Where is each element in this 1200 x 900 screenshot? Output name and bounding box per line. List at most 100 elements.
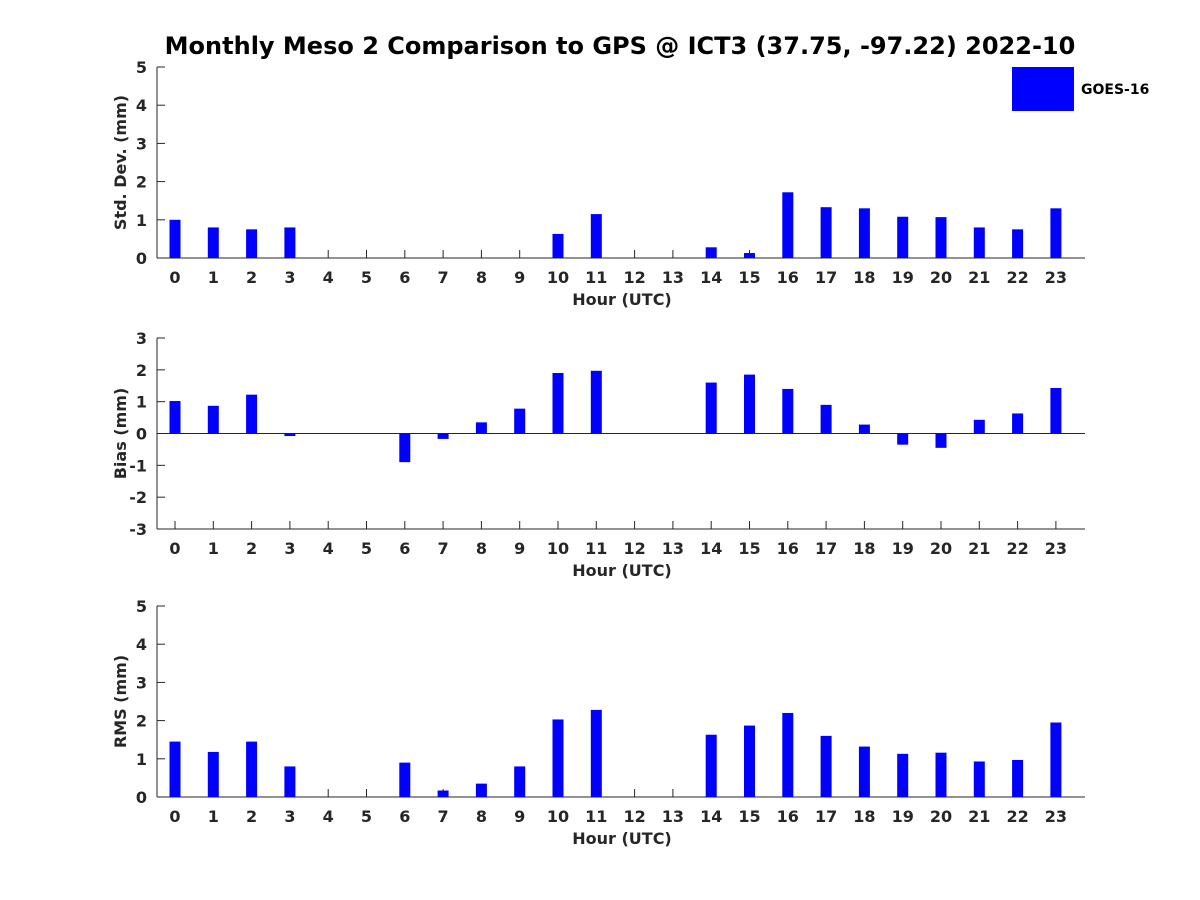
bar-hour-20 [935,433,947,448]
bar-hour-15 [744,725,755,797]
bar-hour-11 [590,709,602,797]
bar-hour-19 [897,433,909,445]
bar-hour-18 [858,424,870,434]
bar-hour-19 [897,753,909,797]
y-tick-label: 3 [136,134,147,153]
bar-hour-2 [246,229,258,258]
x-tick-label: 4 [323,807,334,826]
bar-hour-8 [475,783,487,797]
x-tick-label: 4 [323,268,334,287]
x-tick-label: 6 [399,807,410,826]
x-tick-label: 8 [476,268,487,287]
x-tick-label: 6 [399,539,410,558]
y-tick-label: 1 [136,211,147,230]
bar-hour-3 [284,227,296,258]
bar-hour-23 [1050,722,1062,797]
x-tick-label: 2 [246,807,257,826]
x-tick-label: 20 [930,268,952,287]
bar-hour-1 [207,227,219,258]
y-axis-label: Std. Dev. (mm) [111,95,130,230]
x-tick-label: 15 [738,539,760,558]
x-tick-label: 0 [169,807,180,826]
x-tick-label: 10 [547,539,569,558]
bar-hour-22 [1012,229,1024,258]
bar-hour-7 [437,790,449,797]
bar-hour-16 [782,192,794,258]
x-tick-label: 9 [514,268,525,287]
bar-hour-8 [475,422,487,434]
bar-hour-0 [169,219,181,258]
x-tick-label: 2 [246,539,257,558]
bar-hour-9 [514,766,526,797]
y-tick-label: 0 [136,249,147,268]
y-tick-label: 4 [136,635,147,654]
x-tick-label: 3 [284,539,295,558]
bar-hour-18 [858,746,870,797]
x-tick-label: 11 [585,807,607,826]
y-tick-label: -1 [129,456,147,475]
x-tick-label: 1 [208,807,219,826]
bar-hour-19 [897,216,909,258]
legend-swatch [1012,67,1074,111]
bar-hour-11 [590,370,602,434]
x-tick-label: 7 [438,268,449,287]
bar-hour-1 [207,405,219,434]
x-tick-label: 6 [399,268,410,287]
y-tick-label: 2 [136,361,147,380]
x-tick-label: 5 [361,539,372,558]
bar-hour-6 [399,433,411,463]
bar-hour-0 [169,401,181,434]
y-tick-label: 1 [136,393,147,412]
bar-hour-18 [858,208,870,258]
x-tick-label: 8 [476,539,487,558]
x-tick-label: 1 [208,268,219,287]
x-tick-label: 9 [514,807,525,826]
x-tick-label: 20 [930,539,952,558]
x-tick-label: 7 [438,539,449,558]
x-tick-label: 12 [623,807,645,826]
bar-hour-1 [207,751,219,797]
x-tick-label: 18 [853,539,875,558]
x-tick-label: 19 [892,807,914,826]
x-tick-label: 15 [738,807,760,826]
x-tick-label: 13 [662,807,684,826]
bar-hour-23 [1050,387,1062,434]
bar-hour-21 [973,227,985,258]
bar-hour-10 [552,233,564,258]
bar-hour-20 [935,217,947,258]
x-tick-label: 5 [361,807,372,826]
x-tick-label: 10 [547,268,569,287]
y-tick-label: 2 [136,173,147,192]
x-tick-label: 21 [968,539,990,558]
bar-hour-16 [782,712,794,797]
x-tick-label: 9 [514,539,525,558]
x-tick-label: 18 [853,268,875,287]
bar-hour-3 [284,433,296,437]
y-tick-label: 5 [136,58,147,77]
x-tick-label: 12 [623,268,645,287]
x-tick-label: 10 [547,807,569,826]
x-tick-label: 0 [169,268,180,287]
bar-hour-9 [514,408,526,434]
x-tick-label: 18 [853,807,875,826]
x-tick-label: 17 [815,268,837,287]
y-tick-label: 0 [136,425,147,444]
chart-title: Monthly Meso 2 Comparison to GPS @ ICT3 … [165,32,1076,60]
x-tick-label: 22 [1006,807,1028,826]
x-tick-label: 4 [323,539,334,558]
x-tick-label: 16 [777,268,799,287]
x-tick-label: 5 [361,268,372,287]
legend-label: GOES-16 [1081,82,1149,98]
x-tick-label: 22 [1006,268,1028,287]
bar-hour-2 [246,741,258,797]
x-tick-label: 23 [1045,268,1067,287]
x-tick-label: 17 [815,539,837,558]
x-tick-label: 13 [662,268,684,287]
y-tick-label: -3 [129,520,147,539]
x-tick-label: 17 [815,807,837,826]
y-tick-label: -2 [129,488,147,507]
x-axis-label: Hour (UTC) [572,561,672,580]
